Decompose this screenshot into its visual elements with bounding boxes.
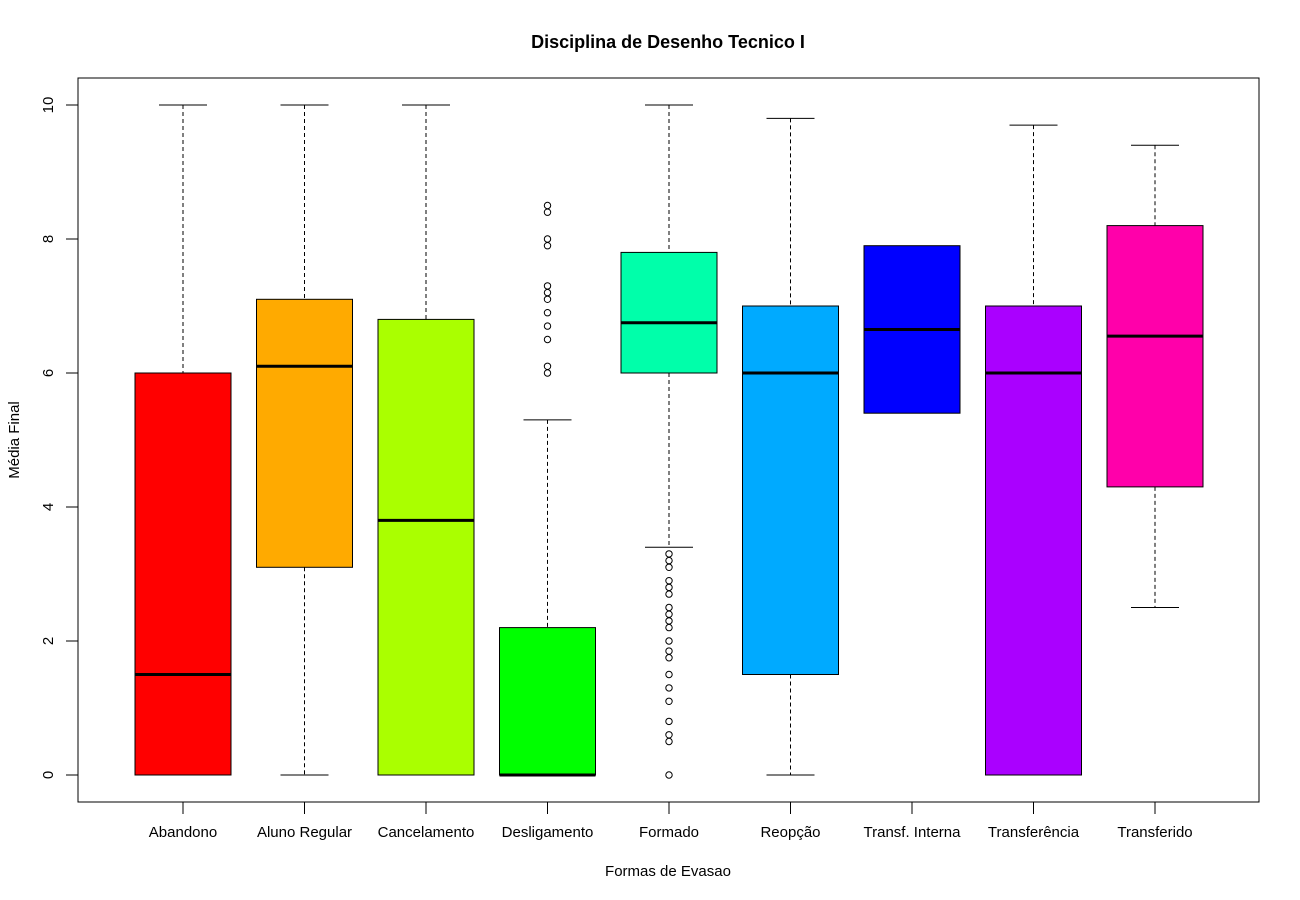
outlier-4-0 — [665, 771, 673, 779]
x-tick-label-8: Transferido — [1117, 824, 1192, 841]
x-tick-label-2: Cancelamento — [378, 824, 475, 841]
x-tick-label-4: Formado — [639, 824, 699, 841]
y-tick-label-0: 0 — [40, 771, 57, 779]
box-group-4 — [620, 104, 718, 779]
outlier-4-18 — [665, 556, 673, 565]
y-axis: 0 2 4 6 8 10 — [40, 97, 79, 779]
y-tick-label-6: 6 — [40, 369, 57, 377]
y-axis-label: Média Final — [6, 401, 23, 479]
outlier-4-6 — [665, 670, 673, 679]
box-1 — [256, 298, 353, 568]
outlier-3-3 — [543, 322, 552, 330]
box-group-2 — [377, 104, 475, 776]
outlier-4-7 — [665, 654, 673, 662]
box-4 — [620, 251, 718, 374]
boxes-layer — [134, 104, 1204, 779]
box-7 — [985, 305, 1082, 776]
outlier-3-2 — [543, 335, 552, 344]
y-tick-label-2: 2 — [40, 637, 57, 645]
y-tick-label-4: 4 — [40, 503, 57, 511]
box-group-0 — [134, 104, 232, 776]
x-tick-label-3: Desligamento — [502, 824, 594, 841]
outlier-4-10 — [665, 623, 673, 632]
outlier-3-0 — [543, 369, 552, 377]
box-3 — [499, 627, 596, 776]
outlier-3-4 — [543, 309, 552, 317]
outlier-4-17 — [665, 563, 673, 571]
x-tick-label-0: Abandono — [149, 824, 217, 841]
outlier-4-4 — [665, 697, 673, 705]
box-group-8 — [1106, 144, 1204, 608]
x-tick-label-6: Transf. Interna — [864, 824, 962, 841]
outlier-4-11 — [665, 617, 673, 625]
outlier-4-3 — [665, 717, 673, 726]
outlier-3-7 — [543, 282, 552, 290]
outlier-3-11 — [543, 201, 552, 210]
outlier-4-8 — [665, 647, 673, 655]
outlier-4-9 — [665, 637, 673, 645]
box-group-6 — [863, 245, 961, 414]
outlier-3-1 — [543, 362, 552, 370]
outlier-3-5 — [543, 295, 552, 303]
x-tick-label-7: Transferência — [988, 824, 1080, 841]
outlier-4-19 — [665, 550, 673, 558]
x-tick-label-5: Reopção — [760, 824, 820, 841]
x-tick-label-1: Aluno Regular — [257, 824, 352, 841]
outlier-4-1 — [665, 737, 673, 746]
x-axis: Abandono Aluno Regular Cancelamento Desliga… — [149, 801, 1193, 841]
outlier-4-12 — [665, 610, 673, 618]
y-tick-label-10: 10 — [40, 97, 57, 114]
chart-title: Disciplina de Desenho Tecnico I — [531, 32, 805, 52]
box-group-7 — [985, 124, 1082, 776]
box-group-1 — [256, 104, 353, 776]
outlier-3-6 — [543, 288, 552, 297]
outlier-4-5 — [665, 684, 673, 692]
outlier-4-2 — [665, 731, 673, 739]
outlier-3-10 — [543, 208, 552, 216]
outlier-4-13 — [665, 603, 673, 612]
box-0 — [134, 372, 232, 776]
y-tick-label-8: 8 — [40, 235, 57, 243]
outlier-4-14 — [665, 590, 673, 598]
outlier-3-8 — [543, 242, 552, 250]
box-8 — [1106, 225, 1204, 488]
box-2 — [377, 318, 475, 776]
x-axis-label: Formas de Evasao — [605, 863, 731, 880]
outlier-4-15 — [665, 583, 673, 592]
outlier-3-9 — [543, 235, 552, 243]
outlier-4-16 — [665, 577, 673, 585]
box-5 — [742, 305, 839, 675]
box-group-3 — [499, 201, 596, 777]
box-group-5 — [742, 117, 839, 776]
